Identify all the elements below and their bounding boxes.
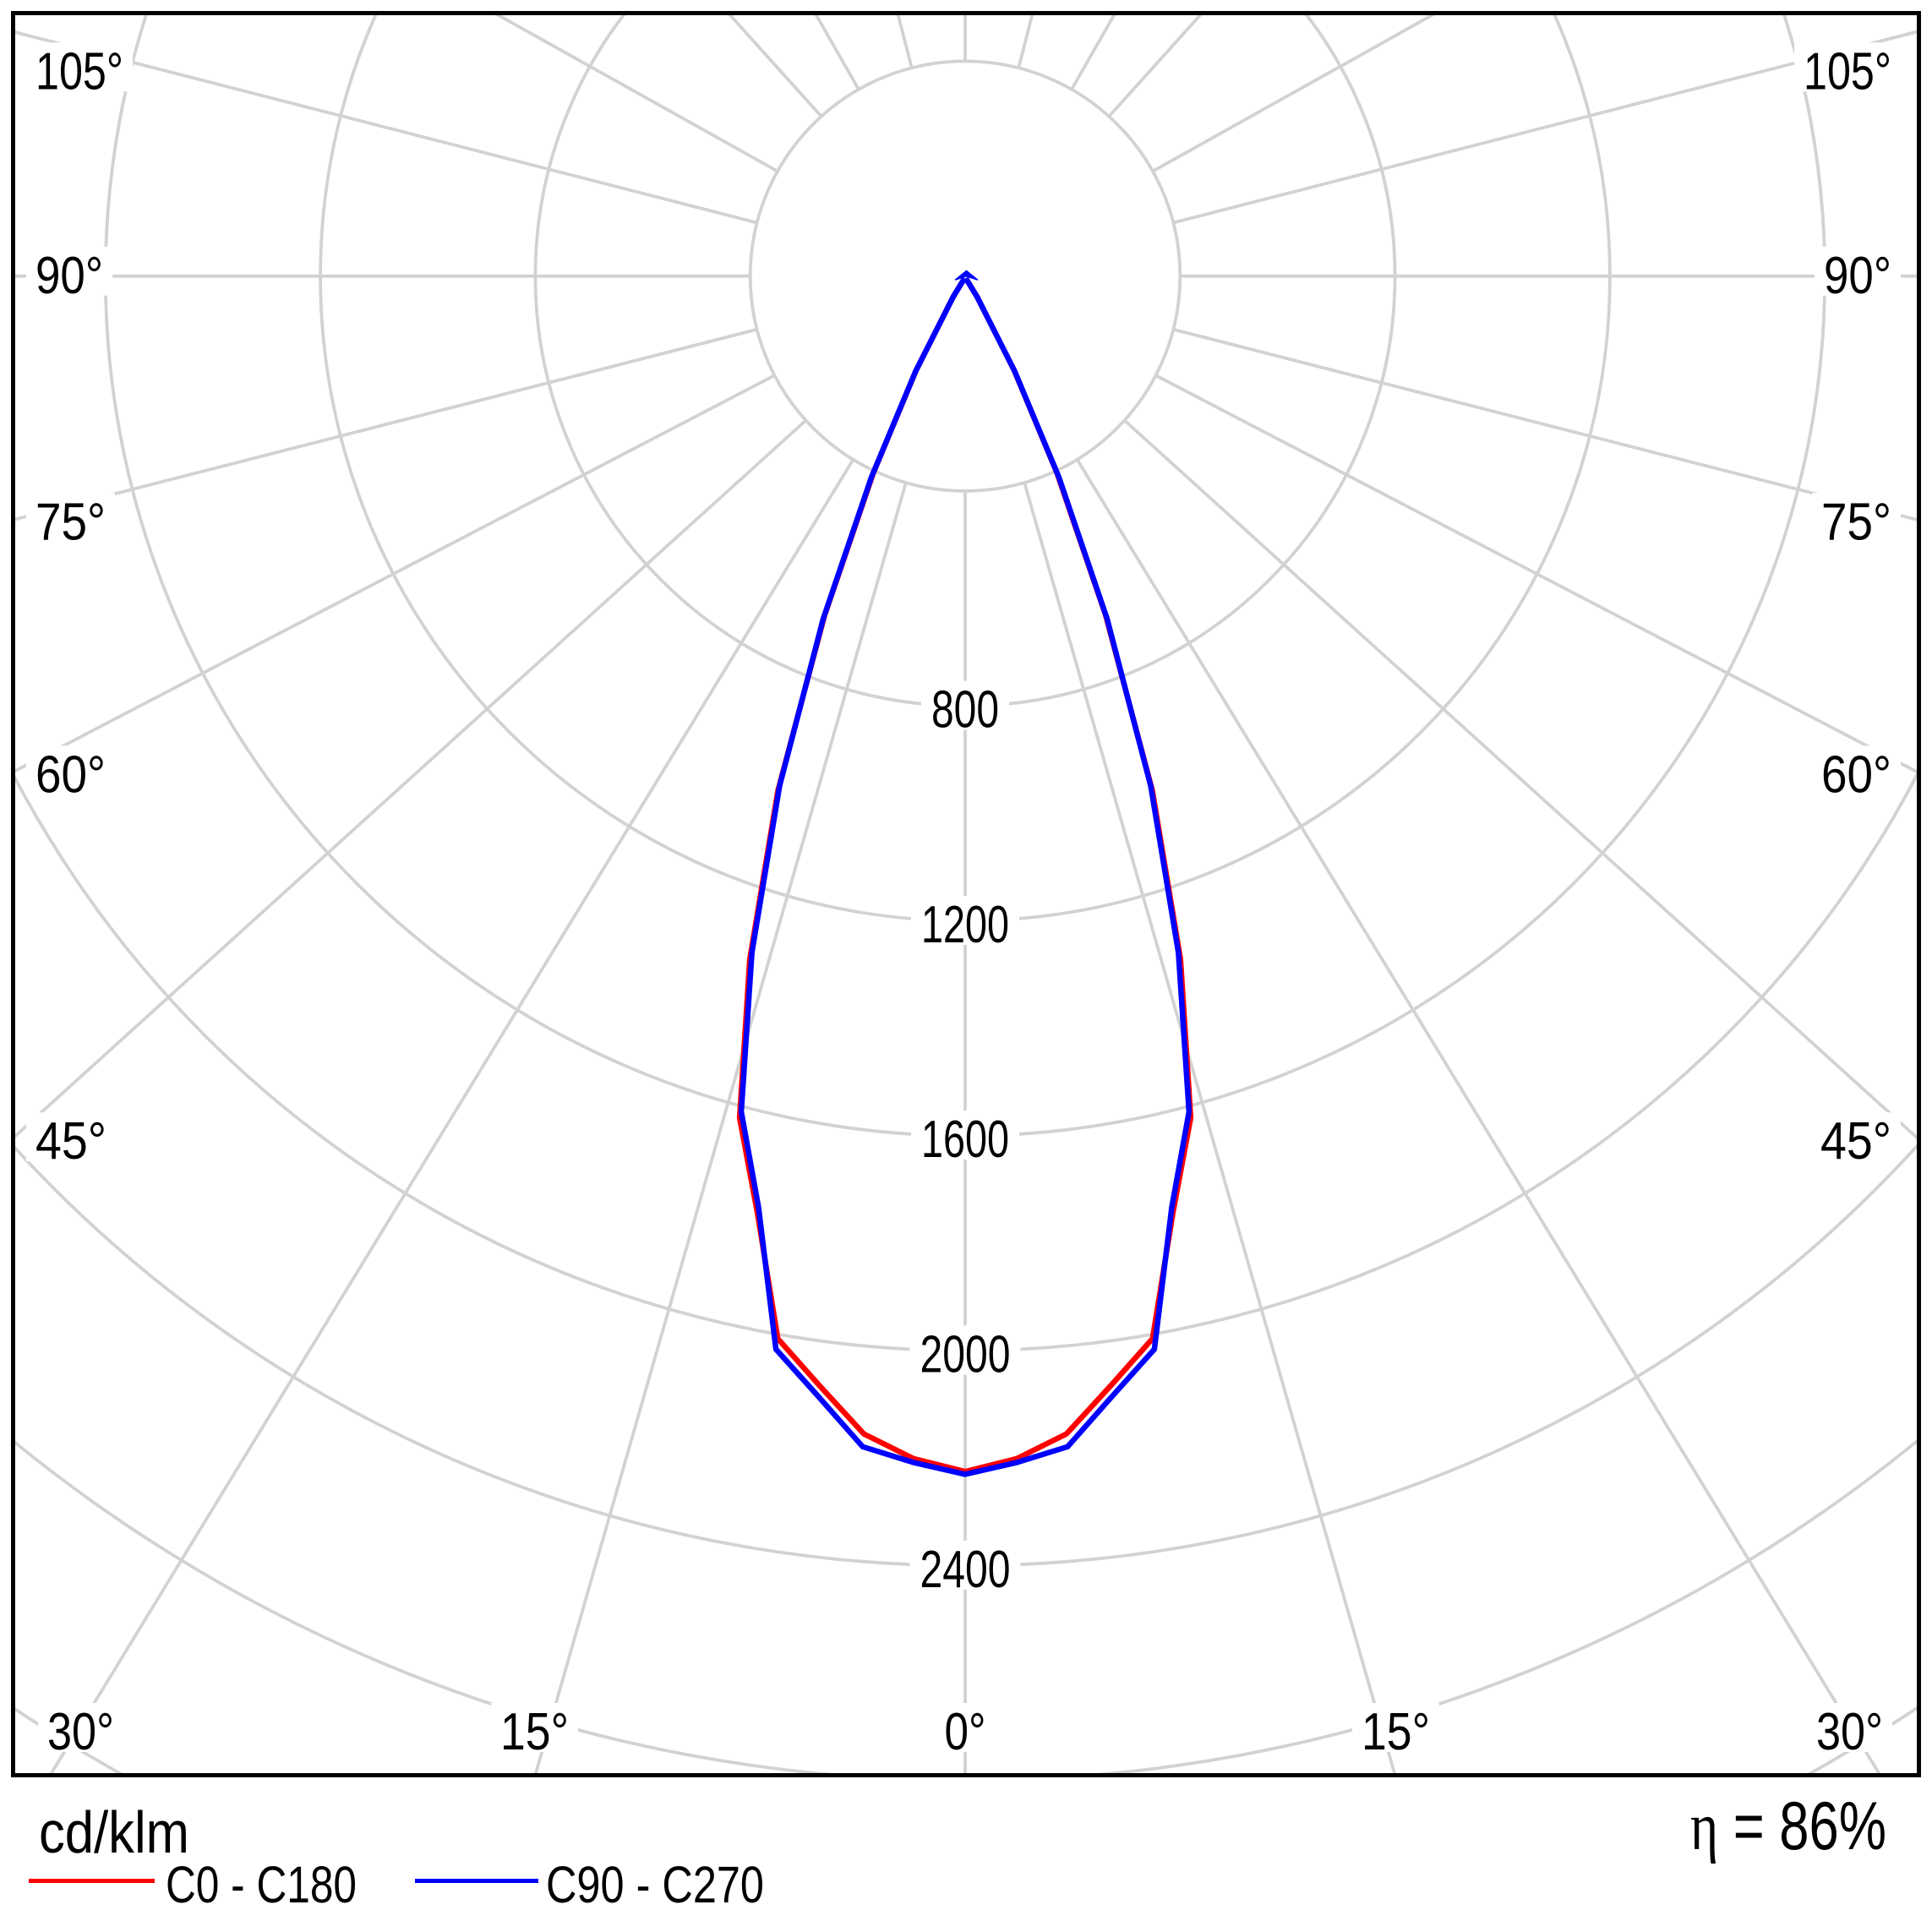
svg-text:75°: 75°	[35, 493, 106, 551]
svg-text:15°: 15°	[1362, 1703, 1430, 1761]
svg-text:800: 800	[931, 681, 999, 740]
svg-text:90°: 90°	[1824, 247, 1891, 305]
svg-text:15°: 15°	[500, 1703, 569, 1761]
svg-text:2400: 2400	[920, 1541, 1011, 1599]
svg-text:C90 - C270: C90 - C270	[546, 1856, 764, 1913]
svg-text:2000: 2000	[920, 1326, 1011, 1384]
svg-text:45°: 45°	[1820, 1112, 1891, 1171]
svg-text:105°: 105°	[35, 42, 123, 101]
svg-text:1200: 1200	[921, 896, 1009, 954]
svg-text:105°: 105°	[1804, 42, 1891, 101]
svg-text:1600: 1600	[921, 1111, 1009, 1169]
svg-text:0°: 0°	[945, 1703, 986, 1761]
svg-text:60°: 60°	[35, 745, 106, 804]
svg-text:45°: 45°	[35, 1112, 106, 1171]
svg-text:30°: 30°	[47, 1703, 114, 1761]
svg-text:30°: 30°	[1816, 1703, 1883, 1761]
svg-text:η = 86%: η = 86%	[1690, 1788, 1886, 1864]
svg-text:cd/klm: cd/klm	[39, 1799, 189, 1865]
svg-text:C0 - C180: C0 - C180	[166, 1856, 357, 1913]
svg-text:90°: 90°	[35, 247, 103, 305]
svg-text:75°: 75°	[1821, 493, 1891, 551]
svg-text:60°: 60°	[1821, 745, 1891, 804]
